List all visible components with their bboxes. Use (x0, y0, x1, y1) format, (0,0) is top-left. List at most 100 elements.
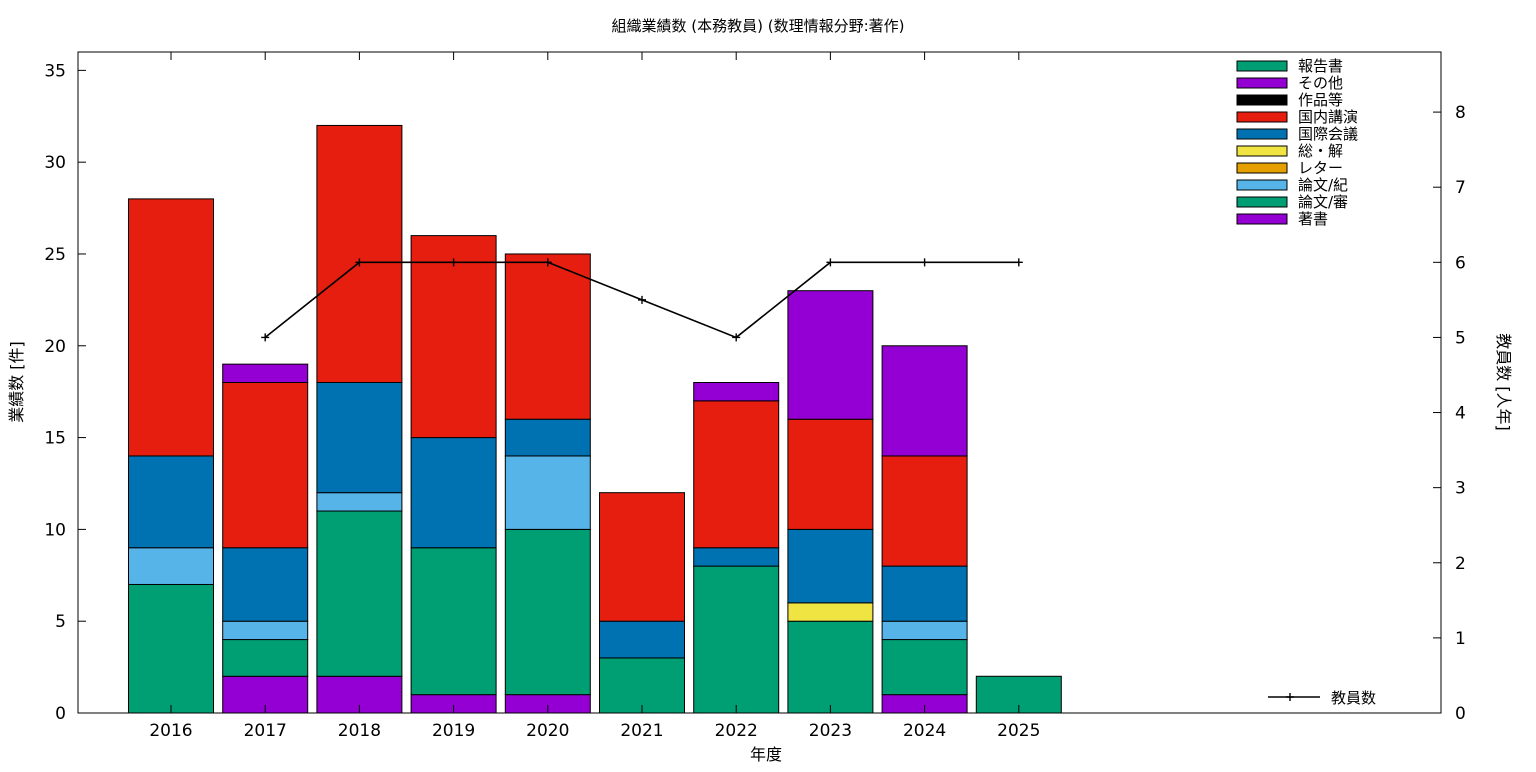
bar-segment (599, 657, 685, 714)
plot-frame (77, 51, 1442, 714)
bar-segment (128, 455, 214, 549)
legend-swatch (1236, 162, 1288, 174)
bar-segment (881, 620, 968, 641)
legend-swatch (1236, 179, 1288, 191)
x-tick-label: 2018 (338, 721, 381, 741)
bar-segment (222, 639, 309, 677)
bar-segment (787, 528, 874, 604)
bar-segment (787, 418, 874, 530)
legend-swatch (1236, 145, 1288, 157)
line-point-marker (449, 258, 458, 267)
line-point-marker (920, 258, 929, 267)
y-tick-label: 25 (44, 245, 66, 265)
legend-swatch (1236, 94, 1288, 106)
y2-tick-label: 6 (1455, 253, 1466, 273)
line-point-marker (355, 258, 364, 267)
y2-tick-label: 1 (1455, 629, 1466, 649)
bar-segment (316, 124, 403, 383)
y2-tick-label: 2 (1455, 554, 1466, 574)
legend-label: その他 (1298, 74, 1343, 92)
bar-segment (693, 565, 780, 714)
bar-segment (693, 400, 780, 549)
bar-segment (693, 382, 780, 402)
legend-label: 総・解 (1298, 142, 1343, 160)
x-tick-label: 2019 (432, 721, 475, 741)
line-point-marker (543, 258, 552, 267)
x-tick-label: 2023 (809, 721, 852, 741)
y-tick-label: 0 (55, 704, 66, 724)
line-point-marker (1014, 258, 1023, 267)
x-tick-label: 2021 (620, 721, 663, 741)
bar-segment (881, 639, 968, 696)
bar-segment (222, 363, 309, 383)
y2-tick-label: 8 (1455, 103, 1466, 123)
bar-segment (128, 547, 214, 585)
y2-axis-label: 教員数 [人年] (1494, 333, 1513, 431)
y2-tick-label: 4 (1455, 404, 1466, 424)
legend-line-marker (1286, 693, 1294, 701)
y-tick-label: 15 (44, 429, 66, 449)
x-tick-label: 2020 (526, 721, 569, 741)
bar-segment (787, 620, 874, 714)
x-axis-label: 年度 (750, 745, 782, 764)
bar-segment (504, 253, 591, 420)
y-tick-label: 5 (55, 612, 66, 632)
y-tick-label: 30 (44, 153, 66, 173)
legend-swatch (1236, 111, 1288, 123)
x-tick-label: 2025 (997, 721, 1040, 741)
legend-swatch (1236, 128, 1288, 140)
legend-swatch (1236, 77, 1288, 89)
legend-label: 国内講演 (1298, 108, 1358, 126)
bar-segment (787, 290, 874, 420)
bar-segment (599, 492, 685, 622)
bar-segment (881, 565, 968, 622)
chart-title: 組織業績数 (本務教員) (数理情報分野:著作) (612, 17, 905, 35)
line-point-marker (826, 258, 835, 267)
bar-segment (504, 418, 591, 457)
bar-segment (410, 235, 497, 439)
legend-label: 著書 (1298, 210, 1328, 228)
y2-tick-label: 0 (1455, 704, 1466, 724)
bar-segment (881, 345, 968, 457)
legend-label: 報告書 (1298, 57, 1343, 75)
bar-segment (504, 528, 591, 696)
legend-label: レター (1298, 159, 1343, 177)
line-point-marker (261, 333, 270, 342)
bar-segment (128, 198, 214, 457)
bar-segment (693, 547, 780, 567)
bar-segment (410, 437, 497, 549)
bar-segment (316, 510, 403, 677)
y-axis-label: 業績数 [件] (7, 341, 26, 423)
bar-segment (128, 583, 214, 714)
legend-swatch (1236, 213, 1288, 225)
bar-segment (599, 620, 685, 659)
legend-label: 作品等 (1298, 91, 1343, 109)
bar-segment (787, 602, 874, 622)
legend-label: 論文/紀 (1298, 176, 1348, 194)
legend-label: 国際会議 (1298, 125, 1358, 143)
bar-segment (316, 492, 403, 512)
y-tick-label: 20 (44, 337, 66, 357)
y-tick-label: 35 (44, 61, 66, 81)
y2-tick-label: 3 (1455, 479, 1466, 499)
legend-label: 教員数 (1331, 689, 1376, 707)
bar-segment (222, 620, 309, 641)
bar-segment (222, 382, 309, 549)
legend-label: 論文/審 (1298, 193, 1348, 211)
legend-swatch (1236, 60, 1288, 72)
x-tick-label: 2017 (244, 721, 287, 741)
bar-segment (881, 455, 968, 567)
x-tick-label: 2022 (715, 721, 758, 741)
y2-tick-label: 7 (1455, 178, 1466, 198)
x-tick-label: 2016 (149, 721, 192, 741)
line-point-marker (638, 295, 646, 304)
y2-tick-label: 5 (1455, 328, 1466, 348)
bar-segment (504, 455, 591, 530)
bar-segment (222, 547, 309, 622)
line-point-marker (732, 333, 741, 342)
y-tick-label: 10 (44, 520, 66, 540)
